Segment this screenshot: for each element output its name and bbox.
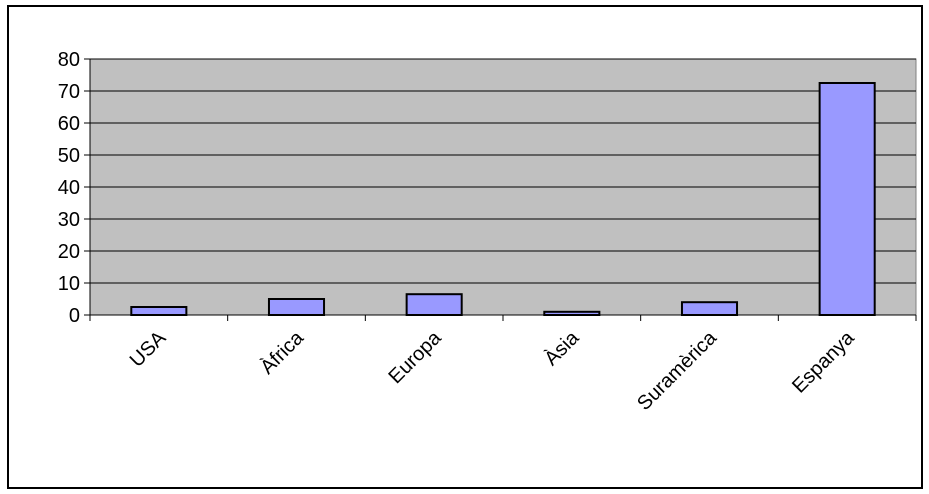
- y-tick-label: 10: [58, 273, 80, 295]
- y-tick-label: 80: [58, 49, 80, 71]
- x-tick-label: Àsia: [540, 326, 584, 370]
- y-tick-label: 30: [58, 209, 80, 231]
- x-tick-label: Espanya: [788, 326, 859, 397]
- x-tick-labels: USA Àfrica Europa Àsia Suramèrica Espanya: [126, 326, 860, 415]
- axes: [84, 58, 917, 321]
- y-tick-label: 20: [58, 241, 80, 263]
- bar-suramèrica: [680, 301, 739, 317]
- bar-àfrica: [267, 298, 326, 316]
- bar-espanya: [818, 82, 876, 316]
- y-tick-label: 40: [58, 177, 80, 199]
- x-tick-label: Europa: [385, 326, 447, 388]
- y-tick-label: 0: [69, 305, 80, 327]
- bar-usa: [130, 306, 188, 316]
- y-tick-label: 50: [58, 145, 80, 167]
- x-tick-label: USA: [126, 327, 171, 372]
- y-tick-label: 70: [58, 81, 80, 103]
- bars: [130, 82, 876, 317]
- bar-europa: [405, 293, 463, 317]
- gridlines: [90, 58, 916, 284]
- x-tick-label: Suramèrica: [633, 326, 721, 414]
- y-tick-label: 60: [58, 113, 80, 135]
- x-tick-label: Àfrica: [256, 326, 309, 379]
- y-tick-labels: 0 10 20 30 40 50 60 70 80: [58, 49, 80, 327]
